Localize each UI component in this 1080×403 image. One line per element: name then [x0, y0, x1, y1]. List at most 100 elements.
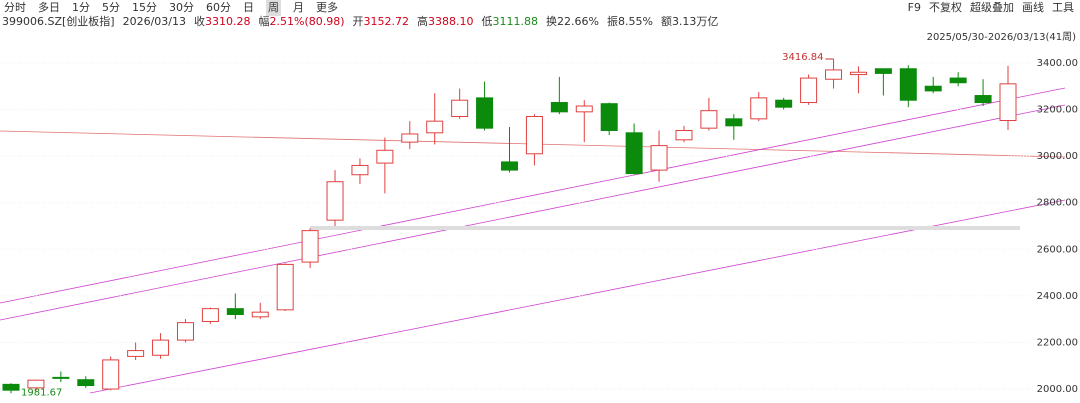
- candle-body: [899, 68, 917, 101]
- candle-body: [600, 103, 618, 131]
- info-item: 额3.13万亿: [661, 14, 719, 30]
- y-tick-label: 2800.00: [1037, 198, 1078, 209]
- info-item: 换22.66%: [546, 14, 599, 30]
- candle-body: [27, 379, 45, 389]
- tool-button[interactable]: 不复权: [929, 1, 962, 14]
- candle-body: [924, 85, 942, 92]
- candle-body: [52, 376, 70, 379]
- candle-body: [476, 97, 494, 129]
- candle-body: [351, 164, 369, 176]
- candle-body: [725, 118, 743, 127]
- candle-body: [974, 95, 992, 104]
- y-tick-label: 2600.00: [1037, 244, 1078, 255]
- tool-button[interactable]: 画线: [1022, 1, 1044, 14]
- info-item: 收3310.28: [194, 14, 251, 30]
- info-label: 高: [417, 15, 429, 28]
- tool-button[interactable]: 工具: [1052, 1, 1074, 14]
- date: 2026/03/13: [122, 15, 186, 28]
- candle-body: [251, 311, 269, 318]
- candle-body: [750, 97, 768, 120]
- period-button[interactable]: 5分: [102, 1, 120, 14]
- info-value: 22.66%: [557, 15, 599, 28]
- candle-body: [127, 350, 145, 357]
- candle-body: [176, 322, 194, 341]
- candle-body: [675, 129, 693, 141]
- candle-body: [276, 263, 294, 311]
- candle-body: [301, 230, 319, 263]
- info-value: 3152.72: [363, 15, 410, 28]
- info-value: 3310.28: [205, 15, 251, 28]
- candle-body: [451, 99, 469, 118]
- candle-body: [625, 132, 643, 175]
- period-button[interactable]: 60分: [206, 1, 231, 14]
- y-tick-label: 3400.00: [1037, 58, 1078, 69]
- period-button[interactable]: 周: [266, 0, 281, 16]
- period-button[interactable]: 月: [293, 1, 304, 14]
- info-label: 低: [481, 15, 493, 28]
- period-button[interactable]: 分时: [4, 1, 26, 14]
- candle-body: [376, 149, 394, 164]
- candle-body: [849, 71, 867, 76]
- period-button[interactable]: 15分: [132, 1, 157, 14]
- y-tick-label: 3200.00: [1037, 105, 1078, 116]
- trend-line: [89, 199, 1066, 394]
- candle-body: [650, 145, 668, 171]
- candle-body: [326, 181, 344, 221]
- period-button[interactable]: 更多: [316, 1, 338, 14]
- y-tick-label: 2000.00: [1037, 384, 1078, 395]
- candle-body: [2, 383, 20, 391]
- info-value: 2.51%(80.98): [269, 15, 345, 28]
- candle-body: [874, 68, 892, 74]
- period-button[interactable]: 1分: [72, 1, 90, 14]
- info-value: 3388.10: [428, 15, 474, 28]
- range-label: 2025/05/30-2026/03/13(41周): [927, 31, 1077, 43]
- candle-body: [550, 102, 568, 113]
- info-line: 399006.SZ[创业板指] 2026/03/13 收3310.28 幅2.51…: [2, 14, 718, 30]
- candle-body: [152, 339, 170, 356]
- candle-body: [825, 69, 843, 80]
- candle-body: [525, 116, 543, 155]
- y-tick-label: 2200.00: [1037, 337, 1078, 348]
- info-label: 额: [660, 15, 672, 28]
- info-label: 开: [352, 15, 364, 28]
- candle-body: [700, 110, 718, 129]
- period-button[interactable]: 30分: [169, 1, 194, 14]
- info-value: 8.55%: [617, 15, 653, 28]
- candle-body: [800, 77, 818, 104]
- candle-body: [77, 379, 95, 387]
- y-tick-label: 2400.00: [1037, 291, 1078, 302]
- candle-body: [201, 308, 219, 322]
- info-item: 幅2.51%(80.98): [259, 14, 345, 30]
- info-label: 换: [546, 15, 558, 28]
- max-label: 3416.84: [782, 52, 823, 63]
- trend-line: [0, 87, 1066, 304]
- candle-body: [226, 308, 244, 315]
- tool-button[interactable]: 超级叠加: [970, 1, 1014, 14]
- info-label: 收: [194, 15, 205, 28]
- info-label: 振: [606, 15, 618, 28]
- candle-body: [102, 359, 120, 390]
- candle-body: [999, 83, 1017, 122]
- period-bar: 分时 多日 1分 5分 15分 30分 60分日周月更多: [4, 0, 338, 16]
- y-tick-label: 3000.00: [1037, 151, 1078, 162]
- tool-button[interactable]: F9: [907, 1, 921, 14]
- candle-body: [501, 161, 518, 171]
- candle-body: [775, 99, 793, 108]
- min-label: 1981.67: [21, 387, 62, 398]
- info-value: 3.13万亿: [671, 15, 719, 28]
- period-button[interactable]: 多日: [38, 1, 60, 14]
- tool-bar: F9 不复权 超级叠加 画线 工具: [908, 0, 1074, 16]
- info-item: 低3111.88: [482, 14, 539, 30]
- candle-body: [949, 77, 967, 84]
- info-item: 振8.55%: [607, 14, 653, 30]
- trend-line: [0, 104, 1066, 321]
- info-value: 3111.88: [492, 15, 539, 28]
- info-item: 开3152.72: [353, 14, 410, 30]
- info-item: 高3388.10: [417, 14, 474, 30]
- period-button[interactable]: 日: [243, 1, 254, 14]
- candle-body: [575, 105, 593, 113]
- info-label: 幅: [258, 15, 270, 28]
- candle-body: [426, 120, 444, 134]
